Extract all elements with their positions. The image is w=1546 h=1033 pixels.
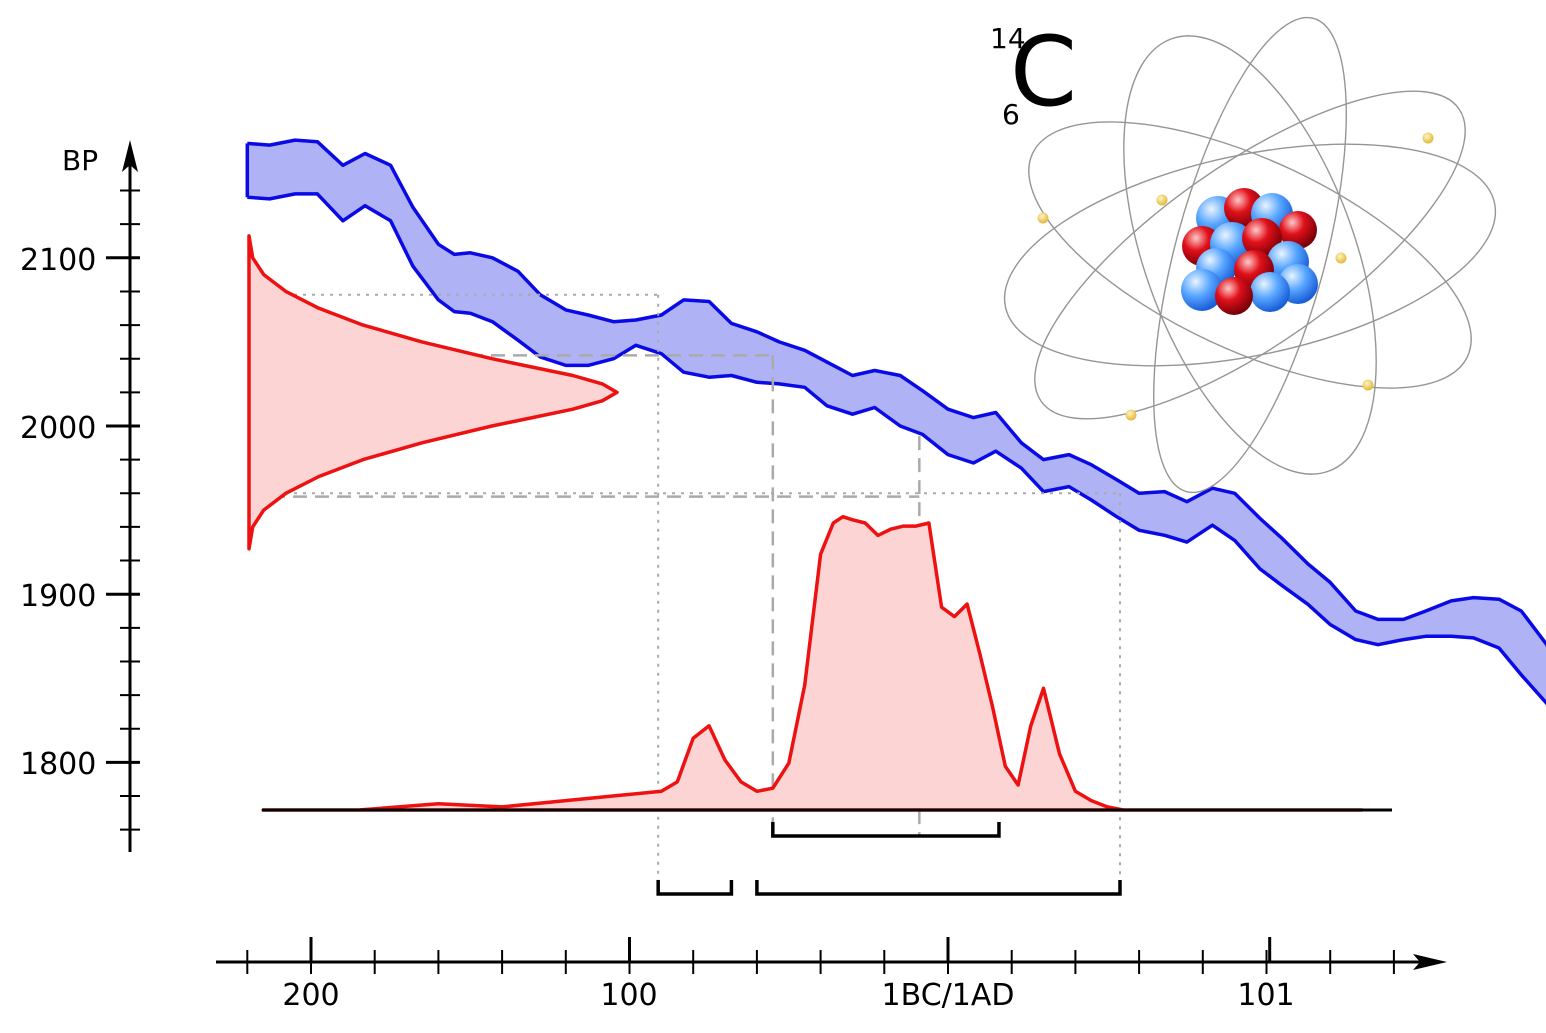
isotope-mass-number: 14	[990, 22, 1026, 55]
y-tick-label-1800: 1800	[20, 747, 96, 782]
y-axis: BP	[62, 140, 140, 852]
orbit-4	[1123, 35, 1377, 475]
electron-1	[1156, 194, 1168, 206]
bracket-1sigma	[771, 822, 1001, 838]
orbit-1	[1003, 143, 1497, 367]
calibration-curve-lower	[247, 192, 1546, 706]
sigma-brackets	[656, 822, 1122, 896]
y-tick-label-1900: 1900	[20, 579, 96, 614]
proton-sphere-3	[1279, 211, 1317, 249]
electron-2	[1422, 132, 1434, 144]
calibrated-date-density	[261, 514, 1364, 812]
orbit-5	[1153, 16, 1347, 494]
x-tick-label-100: 100	[600, 978, 657, 1013]
electron-0	[1037, 212, 1049, 224]
electrons-icon	[1037, 132, 1434, 421]
atom-icon	[1003, 16, 1497, 494]
y-tick-label-2000: 2000	[20, 411, 96, 446]
x-axis	[216, 937, 1447, 974]
neutron-sphere-12	[1250, 272, 1290, 312]
isotope-element-symbol: C	[1010, 16, 1077, 128]
calibration-curve-upper	[247, 138, 1546, 648]
x-axis-arrow	[1413, 954, 1447, 970]
electron-3	[1335, 252, 1347, 264]
x-tick-label-200: 200	[282, 978, 339, 1013]
x-tick-label-101: 101	[1237, 978, 1294, 1013]
bracket-2sigma-b	[755, 880, 1122, 896]
neutron-sphere-10	[1181, 269, 1223, 311]
orbit-2	[1034, 90, 1466, 420]
nucleus-icon	[1181, 188, 1318, 315]
x-tick-label-1bc-1ad: 1BC/1AD	[882, 978, 1015, 1013]
proton-sphere-6	[1242, 218, 1282, 258]
y-axis-label: BP	[62, 144, 98, 177]
carbon-14-symbol: 14 6 C	[990, 16, 1077, 131]
electron-5	[1125, 409, 1137, 421]
y-tick-label-2100: 2100	[20, 243, 96, 278]
electron-4	[1362, 379, 1374, 391]
proton-sphere-13	[1215, 277, 1253, 315]
measurement-density	[247, 234, 619, 551]
isotope-atomic-number: 6	[1002, 98, 1020, 131]
y-axis-arrow	[122, 140, 138, 172]
bracket-2sigma-a	[656, 880, 734, 896]
orbit-3	[1028, 121, 1472, 389]
